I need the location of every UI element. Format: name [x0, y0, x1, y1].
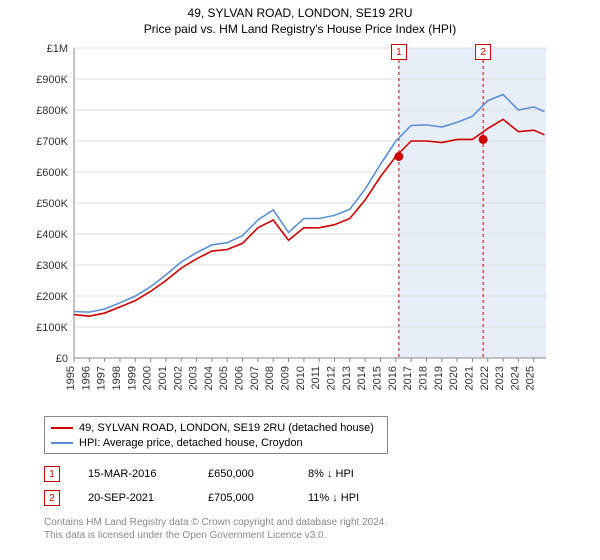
svg-text:1999: 1999 [126, 366, 138, 390]
chart-event-badge: 1 [391, 44, 407, 60]
legend-label: 49, SYLVAN ROAD, LONDON, SE19 2RU (detac… [79, 422, 374, 434]
event-badge: 1 [44, 466, 60, 482]
svg-text:2007: 2007 [249, 366, 261, 390]
chart-container: 49, SYLVAN ROAD, LONDON, SE19 2RU Price … [0, 0, 600, 560]
page-title: 49, SYLVAN ROAD, LONDON, SE19 2RU [0, 0, 600, 20]
footer-line-2: This data is licensed under the Open Gov… [44, 529, 600, 542]
svg-text:2002: 2002 [172, 366, 184, 390]
legend-swatch [51, 427, 73, 429]
svg-text:1997: 1997 [96, 366, 108, 390]
svg-text:2005: 2005 [218, 366, 230, 390]
svg-text:2016: 2016 [387, 366, 399, 390]
price-chart: £0 £100K £200K £300K £400K £500K £600K £700K £80… [30, 40, 590, 410]
svg-text:£200K: £200K [36, 291, 68, 303]
sale-events-table: 1 15-MAR-2016£650,0008% ↓ HPI 2 20-SEP-2021… [44, 462, 600, 510]
svg-text:2011: 2011 [310, 366, 322, 390]
footer-line-1: Contains HM Land Registry data © Crown c… [44, 516, 600, 529]
page-subtitle: Price paid vs. HM Land Registry's House … [0, 20, 600, 40]
svg-text:1995: 1995 [65, 366, 77, 390]
legend: 49, SYLVAN ROAD, LONDON, SE19 2RU (detac… [44, 416, 388, 454]
svg-text:2003: 2003 [188, 366, 200, 390]
svg-text:1996: 1996 [80, 366, 92, 390]
svg-text:£800K: £800K [36, 105, 68, 117]
svg-text:2024: 2024 [509, 366, 521, 390]
svg-text:£1M: £1M [47, 43, 68, 55]
svg-text:£300K: £300K [36, 260, 68, 272]
chart-area: £0 £100K £200K £300K £400K £500K £600K £700K £80… [30, 40, 590, 410]
svg-text:2000: 2000 [142, 366, 154, 390]
svg-text:2014: 2014 [356, 366, 368, 390]
svg-text:2012: 2012 [326, 366, 338, 390]
svg-text:£100K: £100K [36, 322, 68, 334]
svg-text:£400K: £400K [36, 229, 68, 241]
svg-text:2019: 2019 [433, 366, 445, 390]
svg-text:2023: 2023 [494, 366, 506, 390]
svg-text:2004: 2004 [203, 366, 215, 390]
legend-swatch [51, 442, 73, 444]
svg-text:2018: 2018 [417, 366, 429, 390]
legend-label: HPI: Average price, detached house, Croy… [79, 437, 303, 449]
svg-text:1998: 1998 [111, 366, 123, 390]
event-diff: 11% ↓ HPI [308, 492, 398, 504]
event-diff: 8% ↓ HPI [308, 468, 398, 480]
svg-text:2001: 2001 [157, 366, 169, 390]
svg-text:2017: 2017 [402, 366, 414, 390]
svg-text:£500K: £500K [36, 198, 68, 210]
event-row: 1 15-MAR-2016£650,0008% ↓ HPI [44, 462, 600, 486]
event-row: 2 20-SEP-2021£705,00011% ↓ HPI [44, 486, 600, 510]
svg-text:2008: 2008 [264, 366, 276, 390]
footer-attribution: Contains HM Land Registry data © Crown c… [44, 516, 600, 542]
svg-text:2006: 2006 [234, 366, 246, 390]
svg-text:2021: 2021 [463, 366, 475, 390]
svg-text:£900K: £900K [36, 74, 68, 86]
chart-event-badge: 2 [475, 44, 491, 60]
event-date: 20-SEP-2021 [88, 492, 208, 504]
svg-text:2009: 2009 [280, 366, 292, 390]
svg-text:£700K: £700K [36, 136, 68, 148]
svg-text:2025: 2025 [525, 366, 537, 390]
svg-text:2020: 2020 [448, 366, 460, 390]
legend-item: 49, SYLVAN ROAD, LONDON, SE19 2RU (detac… [51, 420, 381, 435]
legend-item: HPI: Average price, detached house, Croy… [51, 435, 381, 450]
svg-text:2013: 2013 [341, 366, 353, 390]
svg-text:2010: 2010 [295, 366, 307, 390]
event-date: 15-MAR-2016 [88, 468, 208, 480]
svg-text:2022: 2022 [479, 366, 491, 390]
svg-text:2015: 2015 [371, 366, 383, 390]
svg-text:£0: £0 [56, 353, 68, 365]
event-badge: 2 [44, 490, 60, 506]
event-price: £705,000 [208, 492, 308, 504]
svg-text:£600K: £600K [36, 167, 68, 179]
event-price: £650,000 [208, 468, 308, 480]
